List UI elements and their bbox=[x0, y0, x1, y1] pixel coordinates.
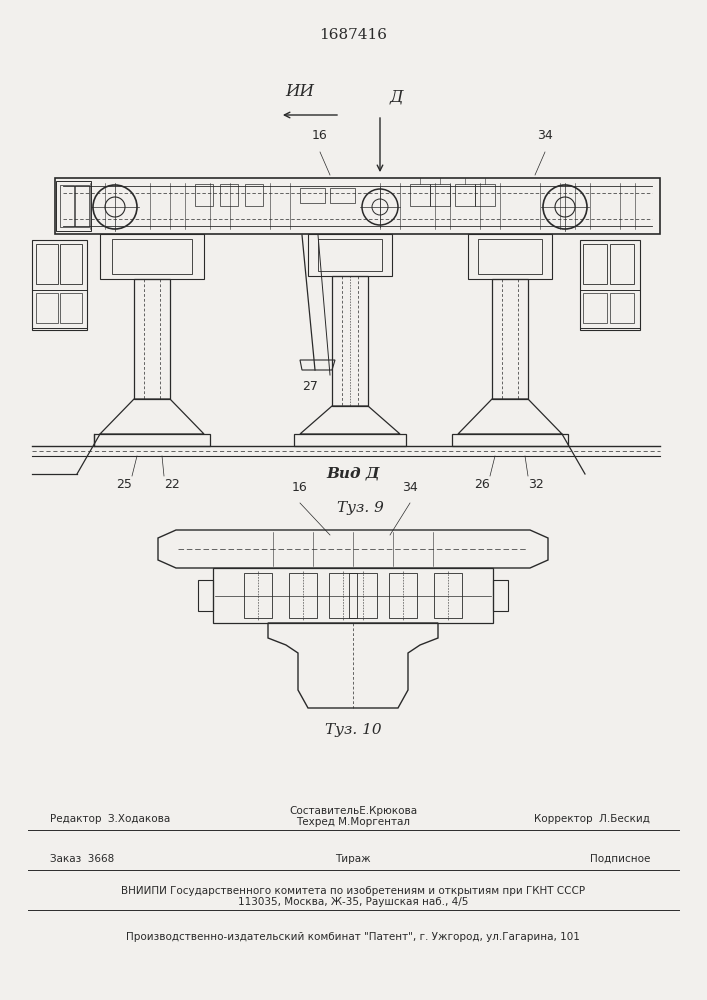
Bar bbox=[220, 184, 238, 206]
Bar bbox=[349, 573, 377, 618]
Text: 27: 27 bbox=[302, 380, 318, 393]
Bar bbox=[493, 580, 508, 611]
Bar bbox=[610, 244, 634, 284]
Text: Подписное: Подписное bbox=[590, 854, 650, 864]
Bar bbox=[213, 568, 493, 623]
Bar bbox=[294, 434, 406, 446]
Bar bbox=[434, 573, 462, 618]
Text: Τуз. 9: Τуз. 9 bbox=[337, 501, 383, 515]
Text: 113035, Москва, Ж-35, Раушская наб., 4/5: 113035, Москва, Ж-35, Раушская наб., 4/5 bbox=[238, 897, 468, 907]
Bar bbox=[478, 239, 542, 274]
Bar bbox=[245, 184, 263, 206]
Bar bbox=[112, 239, 192, 274]
Text: 32: 32 bbox=[528, 478, 544, 491]
Text: Техред М.Моргентал: Техред М.Моргентал bbox=[296, 817, 410, 827]
Bar bbox=[75, 185, 89, 227]
Bar bbox=[583, 244, 607, 284]
Bar bbox=[198, 580, 213, 611]
Bar bbox=[36, 293, 58, 323]
Bar bbox=[300, 188, 325, 203]
Bar bbox=[244, 573, 272, 618]
Bar bbox=[492, 279, 528, 399]
Text: Тираж: Тираж bbox=[335, 854, 370, 864]
Text: Корректор  Л.Бескид: Корректор Л.Бескид bbox=[534, 814, 650, 824]
Text: ВНИИПИ Государственного комитета по изобретениям и открытиям при ГКНТ СССР: ВНИИПИ Государственного комитета по изоб… bbox=[121, 886, 585, 896]
Bar bbox=[100, 234, 204, 279]
Text: Д: Д bbox=[390, 88, 404, 105]
Bar bbox=[32, 290, 87, 328]
Text: 16: 16 bbox=[292, 481, 308, 494]
Bar bbox=[36, 244, 58, 284]
Bar bbox=[389, 573, 417, 618]
Bar bbox=[329, 573, 357, 618]
Text: 16: 16 bbox=[312, 129, 328, 142]
Text: 1687416: 1687416 bbox=[319, 28, 387, 42]
Text: 25: 25 bbox=[116, 478, 132, 491]
Bar bbox=[475, 184, 495, 206]
Bar bbox=[452, 434, 568, 446]
Text: ИИ: ИИ bbox=[286, 83, 315, 100]
Bar bbox=[60, 244, 82, 284]
Bar bbox=[583, 293, 607, 323]
Bar bbox=[134, 279, 170, 399]
Text: СоставительЕ.Крюкова: СоставительЕ.Крюкова bbox=[289, 806, 417, 816]
Bar bbox=[455, 184, 475, 206]
Text: Редактор  З.Ходакова: Редактор З.Ходакова bbox=[50, 814, 170, 824]
Bar bbox=[60, 185, 74, 227]
Bar bbox=[318, 239, 382, 271]
Text: 22: 22 bbox=[164, 478, 180, 491]
Text: 34: 34 bbox=[402, 481, 418, 494]
Bar bbox=[332, 276, 368, 406]
Bar bbox=[468, 234, 552, 279]
Bar bbox=[580, 240, 640, 330]
Bar bbox=[430, 184, 450, 206]
Bar bbox=[308, 234, 392, 276]
Bar bbox=[289, 573, 317, 618]
Text: Производственно-издательский комбинат "Патент", г. Ужгород, ул.Гагарина, 101: Производственно-издательский комбинат "П… bbox=[126, 932, 580, 942]
Bar bbox=[94, 434, 210, 446]
Text: 26: 26 bbox=[474, 478, 490, 491]
Bar bbox=[610, 293, 634, 323]
Bar bbox=[56, 181, 91, 231]
Text: 34: 34 bbox=[537, 129, 553, 142]
Bar bbox=[195, 184, 213, 206]
Bar bbox=[55, 178, 660, 234]
Text: Вид Д: Вид Д bbox=[327, 466, 380, 480]
Bar bbox=[32, 240, 87, 330]
Text: Заказ  3668: Заказ 3668 bbox=[50, 854, 115, 864]
Bar bbox=[580, 290, 640, 328]
Bar bbox=[60, 293, 82, 323]
Text: Τуз. 10: Τуз. 10 bbox=[325, 723, 381, 737]
Bar bbox=[410, 184, 430, 206]
Bar bbox=[330, 188, 355, 203]
